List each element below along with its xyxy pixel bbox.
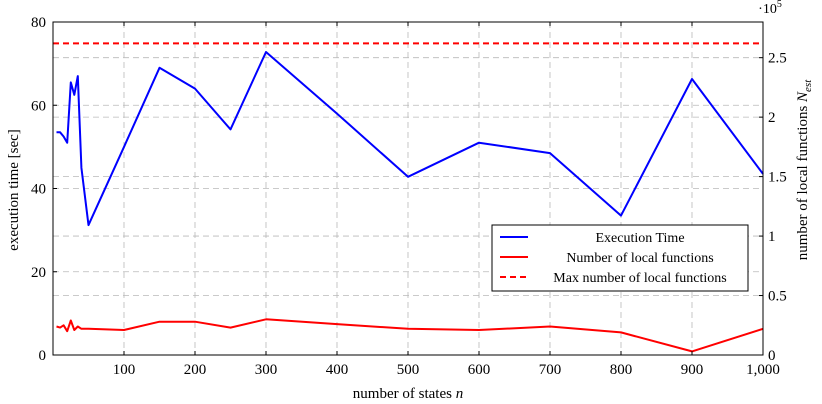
y2-scale-multiplier: ·105: [758, 0, 782, 17]
x-tick-label: 100: [113, 362, 136, 378]
x-axis-label: number of states n: [353, 386, 463, 402]
series-line-2: [56, 318, 764, 353]
y-tick-label: 20: [31, 265, 46, 281]
grid: [53, 22, 763, 355]
y2-tick-label: 1.5: [768, 170, 787, 186]
y2-axis-label: number of local functions Nest: [795, 79, 814, 260]
x-tick-label: 1,000: [746, 362, 780, 378]
y2-tick-label: 1: [768, 229, 776, 245]
x-tick-label: 700: [539, 362, 562, 378]
x-tick-label: 500: [397, 362, 420, 378]
x-tick-label: 300: [255, 362, 278, 378]
series-layer: [53, 42, 764, 353]
y2-tick-label: 0: [768, 348, 776, 364]
x-tick-label: 800: [610, 362, 633, 378]
y2-tick-label: 0.5: [768, 289, 787, 305]
y-tick-label: 40: [31, 182, 46, 198]
y2-tick-label: 2: [768, 110, 776, 126]
y-tick-label: 0: [39, 348, 47, 364]
y-tick-label: 80: [31, 15, 46, 31]
x-tick-label: 900: [681, 362, 704, 378]
legend-entry-3: Max number of local functions: [553, 271, 726, 286]
x-tick-label: 600: [468, 362, 491, 378]
axis-ticks: 100 200 300 400 500 600 700 800 900 1,00002040608…: [31, 15, 787, 378]
legend-box: [491, 224, 749, 292]
legend-entry-2: Number of local functions: [566, 251, 713, 266]
y2-tick-label: 2.5: [768, 51, 787, 67]
x-tick-label: 200: [184, 362, 207, 378]
legend: Execution Time Number of local functions M…: [491, 224, 749, 292]
x-tick-label: 400: [326, 362, 349, 378]
y-tick-label: 60: [31, 98, 46, 114]
series-line-1: [56, 51, 764, 227]
legend-entry-1: Execution Time: [595, 231, 684, 246]
y-axis-label: execution time [sec]: [6, 129, 22, 251]
